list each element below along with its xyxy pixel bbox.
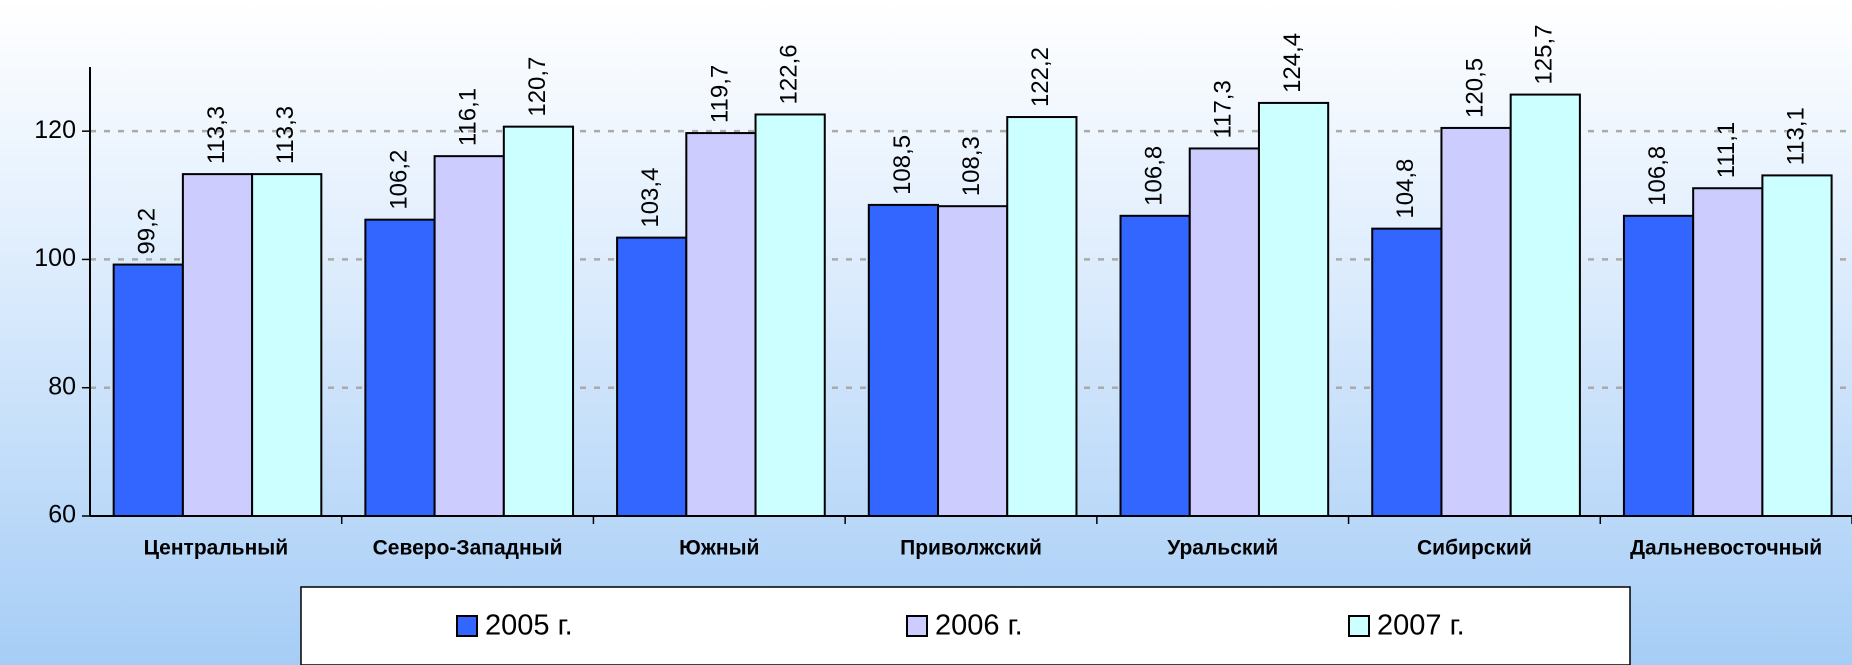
value-label: 116,1: [455, 88, 482, 146]
bar: [502, 125, 575, 517]
bar: [1440, 126, 1512, 518]
bar: [1371, 227, 1443, 517]
value-label: 103,4: [637, 168, 664, 228]
bar: [1761, 174, 1833, 517]
bar: [1119, 214, 1191, 517]
legend-swatch: [456, 615, 478, 637]
value-label: 104,8: [1392, 159, 1419, 219]
legend-swatch: [1348, 615, 1370, 637]
value-label: 113,1: [1782, 107, 1809, 165]
bar: [937, 205, 1009, 517]
bar: [364, 218, 436, 517]
value-label: 106,8: [1140, 146, 1167, 206]
value-label: 113,3: [272, 106, 299, 164]
legend-label: 2005 г.: [485, 610, 573, 642]
bar: [1188, 147, 1260, 517]
bar: [1257, 101, 1330, 517]
value-label: 124,4: [1279, 33, 1306, 93]
bar: [867, 203, 940, 518]
legend-swatch: [906, 615, 928, 637]
bar: [1692, 187, 1764, 517]
bar: [1622, 214, 1695, 517]
value-label: 125,7: [1531, 25, 1558, 85]
bar: [181, 173, 254, 518]
value-label: 106,2: [385, 150, 412, 210]
value-label: 113,3: [203, 106, 230, 164]
value-label: 122,6: [775, 44, 802, 104]
value-label: 111,1: [1713, 122, 1740, 179]
bar: [433, 155, 505, 517]
x-tick-label: Центральный: [144, 537, 289, 560]
value-label: 120,5: [1461, 58, 1488, 118]
x-tick-label: Сибирский: [1417, 537, 1532, 560]
y-tick-label: 60: [48, 501, 76, 529]
bar: [112, 263, 184, 517]
value-label: 117,3: [1210, 80, 1237, 138]
value-label: 122,2: [1027, 47, 1054, 107]
legend-box: [300, 586, 1631, 665]
bar: [251, 173, 323, 518]
y-tick-label: 100: [34, 244, 76, 272]
x-tick-label: Уральский: [1167, 537, 1278, 560]
bar: [1509, 93, 1581, 518]
value-label: 108,3: [958, 136, 985, 196]
value-label: 120,7: [524, 57, 551, 117]
bar: [616, 236, 688, 517]
x-tick-label: Северо-Западный: [373, 537, 563, 560]
legend-label: 2006 г.: [935, 610, 1023, 642]
value-label: 108,5: [889, 135, 916, 195]
value-label: 119,7: [706, 65, 733, 123]
value-label: 99,2: [134, 208, 161, 255]
x-tick-label: Южный: [679, 537, 759, 560]
y-tick-label: 80: [48, 372, 76, 400]
y-tick-label: 120: [34, 116, 76, 144]
legend-label: 2007 г.: [1377, 610, 1465, 642]
value-label: 106,8: [1644, 146, 1671, 206]
bar: [1006, 116, 1078, 517]
bar: [685, 132, 757, 517]
x-tick-label: Приволжский: [900, 537, 1042, 560]
x-tick-label: Дальневосточный: [1630, 537, 1822, 560]
bar: [754, 113, 826, 517]
